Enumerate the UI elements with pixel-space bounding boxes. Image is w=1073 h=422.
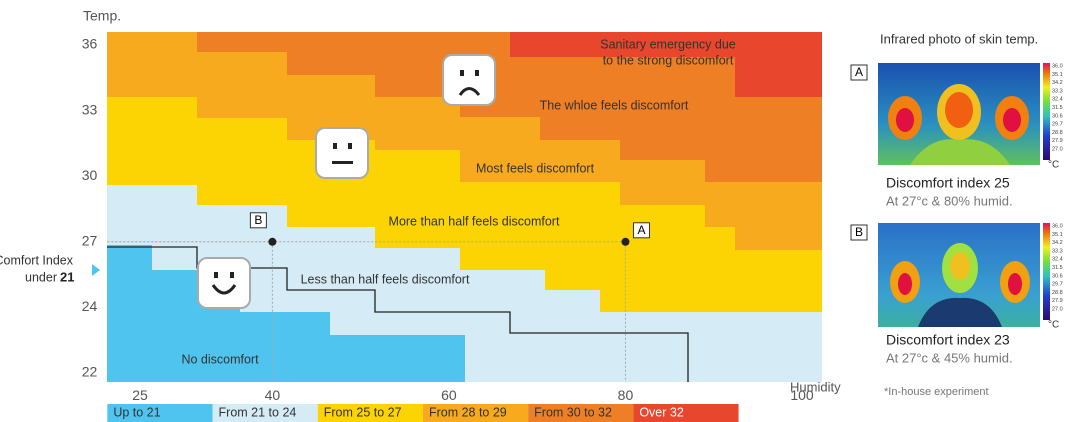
comfort-prefix: under xyxy=(25,270,57,284)
y-tick-label: 30 xyxy=(82,167,98,183)
note: *In-house experiment xyxy=(884,386,989,398)
comfort-value: 21 xyxy=(60,269,74,284)
legend-label: Over 32 xyxy=(639,405,684,419)
photo-a: A °C 36.0 35.1 34.2 33.3 32.4 31.5 30.6 29.7 28.… xyxy=(850,63,1063,208)
scale-label: 34.2 xyxy=(1052,80,1063,86)
region-label: No discomfort xyxy=(181,352,259,366)
legend-swatch xyxy=(212,404,318,422)
scale-label: 27.9 xyxy=(1052,298,1063,304)
legend-swatch xyxy=(528,404,634,422)
point-label-box xyxy=(632,222,650,239)
scale-label: 32.4 xyxy=(1052,97,1063,103)
region-label: More than half feels discomfort xyxy=(389,214,560,228)
comfort-label: Comfort Index xyxy=(0,253,74,267)
scale-label: 27.0 xyxy=(1052,146,1063,152)
scale-label: 35.1 xyxy=(1052,232,1063,238)
scale-label: 28.8 xyxy=(1052,130,1063,136)
scale-label: 36.0 xyxy=(1052,63,1063,69)
x-tick-label: 25 xyxy=(132,387,148,403)
region-label: to the strong discomfort xyxy=(603,53,734,67)
comfort-arrow xyxy=(92,264,100,276)
photo-caption: Discomfort index 25 xyxy=(886,175,1010,191)
photo-label: B xyxy=(855,225,863,239)
scale-label: 34.2 xyxy=(1052,240,1063,246)
legend-label: From 30 to 32 xyxy=(534,405,612,419)
region-label: Most feels discomfort xyxy=(476,161,595,175)
panel-title: Infrared photo of skin temp. xyxy=(880,31,1038,46)
point xyxy=(621,237,630,246)
y-tick-label: 24 xyxy=(82,298,98,314)
face-happy xyxy=(197,257,251,309)
x-tick-label: 60 xyxy=(441,387,457,403)
x-tick-label: 80 xyxy=(618,387,634,403)
scale-label: 30.6 xyxy=(1052,113,1063,119)
scale-label: 27.9 xyxy=(1052,138,1063,144)
x-axis-label: Humidity xyxy=(790,379,841,394)
guides xyxy=(107,241,626,383)
point-label: B xyxy=(254,213,262,227)
region-label: Sanitary emergency due xyxy=(600,37,736,51)
scale-label: 27.0 xyxy=(1052,306,1063,312)
scale-label: 29.7 xyxy=(1052,282,1063,288)
legend-swatch xyxy=(317,404,423,422)
face-sad xyxy=(442,54,496,106)
point-label: A xyxy=(637,223,645,237)
face-neutral xyxy=(315,127,369,179)
y-tick-label: 27 xyxy=(82,233,98,249)
y-tick-label: 33 xyxy=(82,101,98,117)
scale-label: 36.0 xyxy=(1052,223,1063,229)
region-label: Less than half feels discomfort xyxy=(301,272,470,286)
photo-label: A xyxy=(855,65,863,79)
legend-swatch xyxy=(633,404,739,422)
photo-detail: At 27°c & 45% humid. xyxy=(886,350,1013,365)
scale-label: 33.3 xyxy=(1052,88,1063,94)
legend-label: From 25 to 27 xyxy=(324,405,402,419)
legend-swatch xyxy=(107,404,213,422)
legend-swatch xyxy=(422,404,529,422)
unit: °C xyxy=(1048,320,1059,331)
scale-label: 32.4 xyxy=(1052,257,1063,263)
region xyxy=(107,245,465,382)
comfort-boundary xyxy=(107,246,689,382)
legend-label: From 28 to 29 xyxy=(429,405,507,419)
scale-label: 33.3 xyxy=(1052,248,1063,254)
photo-caption: Discomfort index 23 xyxy=(886,332,1010,348)
y-tick-label: 36 xyxy=(82,36,98,52)
x-tick-label: 100 xyxy=(790,387,814,403)
point xyxy=(268,237,277,246)
scale-label: 28.8 xyxy=(1052,290,1063,296)
y-axis-label: Temp. xyxy=(83,8,121,24)
scale-label: 30.6 xyxy=(1052,273,1063,279)
unit: °C xyxy=(1048,160,1059,171)
region-label: The whloe feels discomfort xyxy=(540,98,689,112)
x-tick-label: 40 xyxy=(265,387,281,403)
legend: Up to 21 From 21 to 24 From 25 to 27 From 2… xyxy=(107,404,739,422)
y-tick-label: 22 xyxy=(82,364,98,380)
point-label-box xyxy=(249,212,267,229)
scale-label: 35.1 xyxy=(1052,72,1063,78)
scale-label: 29.7 xyxy=(1052,122,1063,128)
scale-label: 31.5 xyxy=(1052,265,1063,271)
photo-detail: At 27°c & 80% humid. xyxy=(886,193,1013,208)
legend-label: From 21 to 24 xyxy=(219,405,297,419)
scale-label: 31.5 xyxy=(1052,105,1063,111)
photo-b: B °C 36.0 35.1 34.2 33.3 32.4 31.5 30.6 29.7 28.… xyxy=(850,223,1063,365)
legend-label: Up to 21 xyxy=(113,405,160,419)
